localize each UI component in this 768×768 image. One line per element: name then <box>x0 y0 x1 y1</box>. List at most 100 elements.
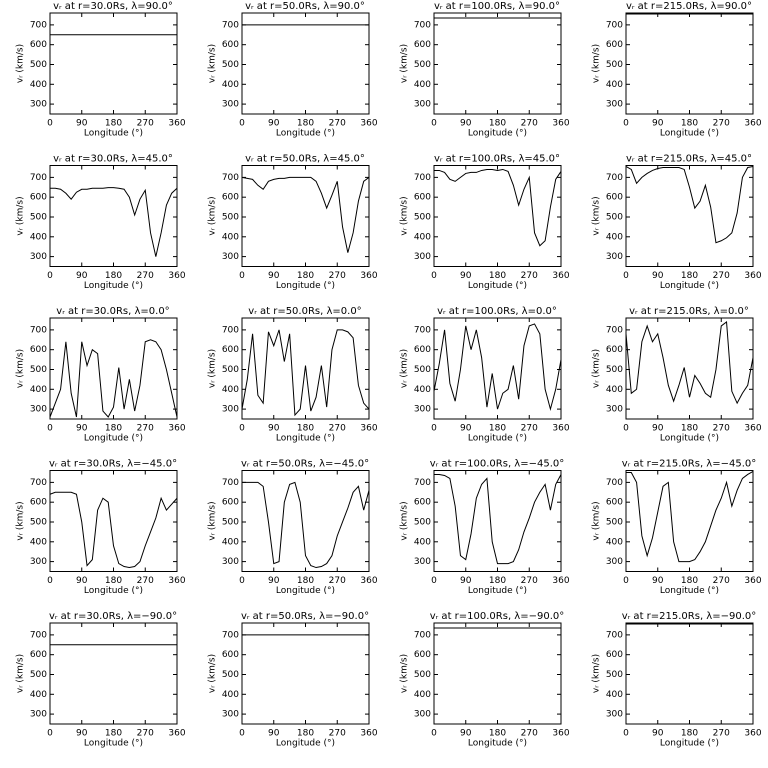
y-tick-label: 400 <box>414 80 431 90</box>
y-tick-label: 500 <box>222 60 239 70</box>
plot-frame <box>241 165 370 267</box>
panel-title: vᵣ at r=30.0Rs, λ=45.0° <box>53 154 173 165</box>
x-tick-label: 360 <box>552 424 569 434</box>
y-axis-label: vᵣ (km/s) <box>400 501 410 540</box>
plot-frame <box>433 622 562 725</box>
y-tick-label: 300 <box>414 405 431 415</box>
y-tick-label: 400 <box>606 80 623 90</box>
y-axis-label: vᵣ (km/s) <box>592 44 602 83</box>
y-tick-label: 500 <box>606 517 623 527</box>
x-tick-label: 360 <box>744 576 761 586</box>
panel-title: vᵣ at r=100.0Rs, λ=−90.0° <box>430 611 565 622</box>
y-tick-label: 500 <box>414 212 431 222</box>
y-tick-label: 300 <box>414 710 431 720</box>
x-tick-label: 180 <box>681 271 698 281</box>
y-axis-label: vᵣ (km/s) <box>592 349 602 388</box>
plot-frame <box>241 622 370 725</box>
data-line <box>49 491 178 569</box>
x-tick-label: 0 <box>623 271 629 281</box>
panel-title: vᵣ at r=100.0Rs, λ=45.0° <box>434 154 560 165</box>
x-tick-label: 180 <box>105 424 122 434</box>
plot-frame <box>625 470 754 572</box>
panel-title: vᵣ at r=100.0Rs, λ=−45.0° <box>430 459 565 470</box>
x-tick-label: 90 <box>268 424 280 434</box>
x-axis-label: Longitude (°) <box>84 739 143 749</box>
y-tick-label: 600 <box>414 40 431 50</box>
x-tick-label: 360 <box>360 729 377 739</box>
x-tick-label: 270 <box>329 576 346 586</box>
x-tick-label: 180 <box>681 576 698 586</box>
x-tick-label: 90 <box>460 271 472 281</box>
y-tick-label: 600 <box>222 40 239 50</box>
y-tick-label: 300 <box>606 405 623 415</box>
x-tick-label: 90 <box>460 576 472 586</box>
x-axis-label: Longitude (°) <box>84 281 143 291</box>
y-tick-label: 300 <box>222 557 239 567</box>
x-tick-label: 180 <box>681 424 698 434</box>
y-tick-label: 400 <box>30 80 47 90</box>
x-tick-label: 360 <box>360 271 377 281</box>
x-tick-label: 270 <box>521 271 538 281</box>
x-tick-label: 360 <box>744 729 761 739</box>
plot-frame <box>433 12 562 115</box>
y-tick-label: 600 <box>30 650 47 660</box>
x-tick-label: 270 <box>137 119 154 129</box>
y-tick-label: 400 <box>30 232 47 242</box>
x-axis-label: Longitude (°) <box>276 434 335 444</box>
x-tick-label: 0 <box>623 424 629 434</box>
panel-title: vᵣ at r=50.0Rs, λ=0.0° <box>248 306 361 317</box>
y-tick-label: 600 <box>606 650 623 660</box>
x-tick-label: 0 <box>239 119 245 129</box>
x-tick-label: 90 <box>460 424 472 434</box>
y-tick-label: 600 <box>222 345 239 355</box>
x-tick-label: 90 <box>652 271 664 281</box>
panel-title: vᵣ at r=50.0Rs, λ=45.0° <box>245 154 365 165</box>
y-tick-label: 700 <box>222 173 239 183</box>
y-tick-label: 700 <box>606 20 623 30</box>
y-tick-label: 700 <box>30 325 47 335</box>
x-axis-label: Longitude (°) <box>84 586 143 596</box>
x-tick-label: 360 <box>552 271 569 281</box>
y-tick-label: 300 <box>414 100 431 110</box>
x-tick-label: 180 <box>681 729 698 739</box>
x-axis-label: Longitude (°) <box>276 739 335 749</box>
x-tick-label: 360 <box>168 424 185 434</box>
y-tick-label: 500 <box>30 60 47 70</box>
y-tick-label: 700 <box>30 630 47 640</box>
y-tick-label: 400 <box>414 537 431 547</box>
x-tick-label: 0 <box>431 729 437 739</box>
x-axis-label: Longitude (°) <box>468 281 527 291</box>
x-tick-label: 180 <box>489 424 506 434</box>
y-tick-label: 300 <box>222 710 239 720</box>
x-tick-label: 270 <box>521 729 538 739</box>
x-tick-label: 90 <box>268 729 280 739</box>
y-tick-label: 700 <box>30 478 47 488</box>
y-tick-label: 300 <box>606 710 623 720</box>
x-tick-label: 90 <box>268 119 280 129</box>
y-tick-label: 400 <box>606 690 623 700</box>
x-tick-label: 0 <box>431 119 437 129</box>
x-tick-label: 0 <box>239 271 245 281</box>
x-tick-label: 270 <box>713 271 730 281</box>
y-tick-label: 700 <box>222 630 239 640</box>
x-tick-label: 0 <box>431 424 437 434</box>
panel-title: vᵣ at r=30.0Rs, λ=0.0° <box>56 306 169 317</box>
panel-title: vᵣ at r=215.0Rs, λ=−90.0° <box>622 611 757 622</box>
x-tick-label: 180 <box>105 119 122 129</box>
x-tick-label: 360 <box>168 271 185 281</box>
x-tick-label: 270 <box>713 729 730 739</box>
x-tick-label: 270 <box>329 729 346 739</box>
y-tick-label: 500 <box>414 517 431 527</box>
x-tick-label: 0 <box>47 576 53 586</box>
x-tick-label: 180 <box>105 271 122 281</box>
x-tick-label: 270 <box>329 424 346 434</box>
plot-frame <box>49 622 178 725</box>
x-tick-label: 0 <box>47 119 53 129</box>
y-tick-label: 700 <box>414 478 431 488</box>
y-axis-label: vᵣ (km/s) <box>16 196 26 235</box>
x-tick-label: 90 <box>76 119 88 129</box>
y-tick-label: 300 <box>30 100 47 110</box>
x-tick-label: 270 <box>137 576 154 586</box>
y-tick-label: 500 <box>414 365 431 375</box>
